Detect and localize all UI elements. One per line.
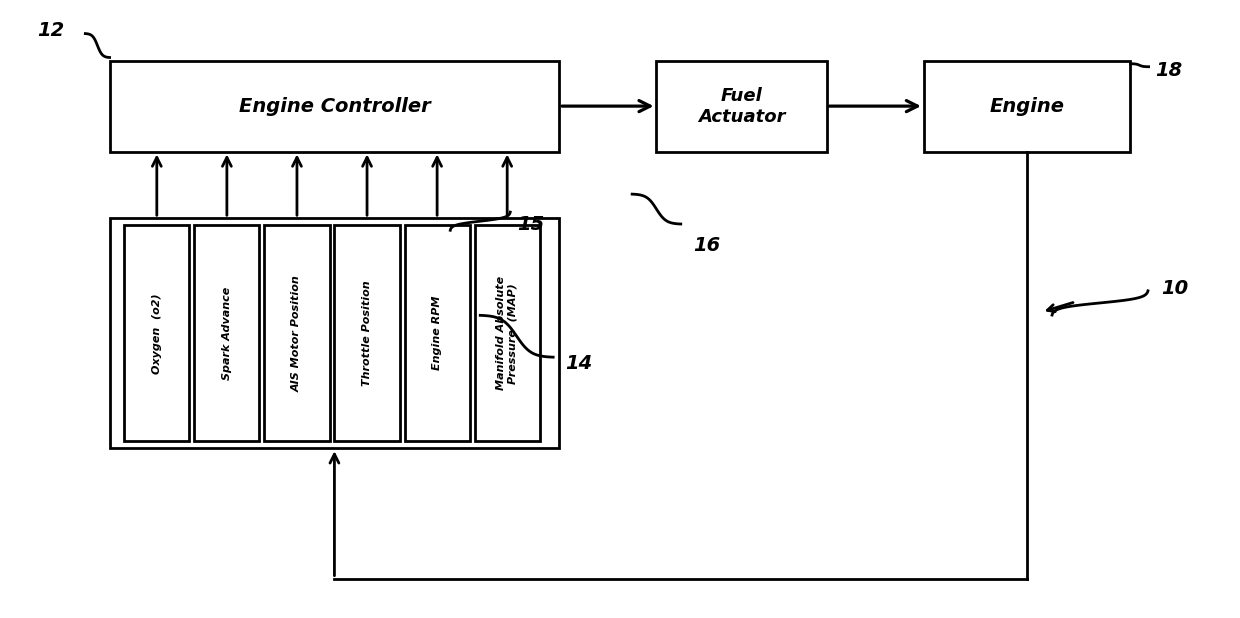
Text: 12: 12	[37, 21, 64, 40]
Text: Engine Controller: Engine Controller	[238, 96, 430, 116]
Text: 15: 15	[517, 214, 544, 234]
Bar	[335, 226, 399, 441]
Text: 18: 18	[1154, 61, 1182, 80]
Bar	[109, 61, 559, 151]
Text: Fuel
Actuator: Fuel Actuator	[698, 87, 785, 125]
Text: Engine: Engine	[990, 96, 1065, 116]
Text: Throttle Position: Throttle Position	[362, 281, 372, 386]
Text: 10: 10	[1161, 279, 1188, 298]
Text: Oxygen  (o2): Oxygen (o2)	[151, 293, 161, 373]
Bar	[924, 61, 1131, 151]
Bar	[124, 226, 190, 441]
Bar	[109, 218, 559, 448]
Text: 14: 14	[565, 354, 593, 373]
Bar	[475, 226, 539, 441]
Text: 16: 16	[693, 236, 720, 255]
Text: Manifold Absolute
Pressure  (MAP): Manifold Absolute Pressure (MAP)	[496, 276, 518, 391]
Text: Spark Advance: Spark Advance	[222, 287, 232, 380]
Text: Engine RPM: Engine RPM	[432, 296, 443, 370]
Bar	[656, 61, 827, 151]
Bar	[404, 226, 470, 441]
Text: AIS Motor Position: AIS Motor Position	[291, 275, 303, 392]
Bar	[195, 226, 259, 441]
Bar	[264, 226, 330, 441]
